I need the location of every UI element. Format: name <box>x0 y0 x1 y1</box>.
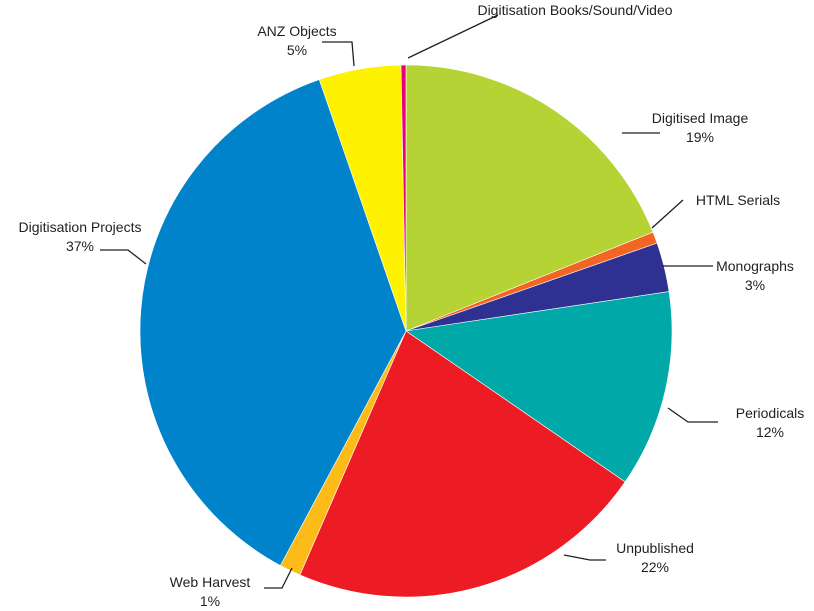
pie-slice-periodicals <box>405 291 673 483</box>
slice-label: Unpublished <box>616 540 694 556</box>
leader-line <box>651 199 684 229</box>
slice-label: Digitised Image <box>652 110 749 126</box>
leader-line <box>322 41 355 67</box>
slice-label: HTML Serials <box>696 192 780 208</box>
slice-value-label: 19% <box>686 129 714 145</box>
slice-value-label: 5% <box>287 42 307 58</box>
slice-label: Periodicals <box>736 405 804 421</box>
pie-slice-digitised-image <box>405 64 654 332</box>
slice-value-label: 1% <box>200 593 220 609</box>
slice-value-label: 12% <box>756 424 784 440</box>
slice-label: Digitisation Books/Sound/Video <box>477 2 672 18</box>
slice-value-label: 3% <box>745 277 765 293</box>
slice-labels: Digitised Image 19% HTML Serials Monographs… <box>19 2 805 609</box>
pie-slices <box>139 64 673 598</box>
pie-slice-digitisation-projects <box>139 79 407 566</box>
pie-slice-digitisation-books-sound-video <box>400 64 407 332</box>
leader-line <box>563 554 606 561</box>
leader-line <box>264 567 293 589</box>
pie-slice-unpublished <box>299 330 626 598</box>
slice-label: Monographs <box>716 258 794 274</box>
slice-value-label: 22% <box>641 559 669 575</box>
leader-line <box>667 407 718 423</box>
slice-value-label: 37% <box>66 238 94 254</box>
slice-label: ANZ Objects <box>257 23 336 39</box>
leader-line <box>100 249 147 265</box>
leader-line <box>407 14 499 59</box>
leader-lines <box>100 14 718 589</box>
slice-label: Web Harvest <box>170 574 251 590</box>
slice-label: Digitisation Projects <box>19 219 142 235</box>
